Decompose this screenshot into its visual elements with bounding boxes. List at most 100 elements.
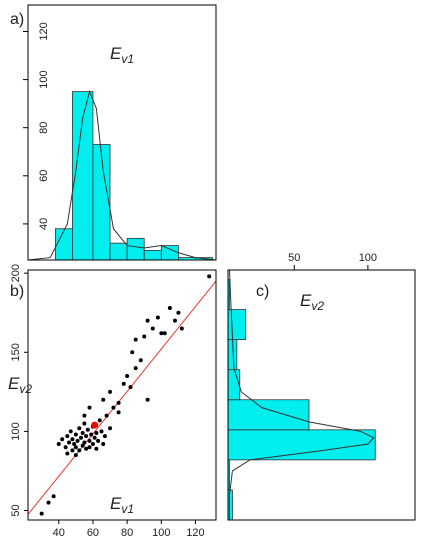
point [80,430,85,435]
label-sub: v2 [19,382,32,396]
y-tick-label: 200 [10,264,22,282]
panel-frame [27,4,217,261]
point [159,331,164,336]
point [39,511,44,516]
bar [160,245,179,261]
density-curve [27,90,217,261]
point [46,500,51,505]
point [78,435,83,440]
point [73,432,78,437]
panel-label: a) [10,11,24,28]
axis-label: Ev1 [110,44,134,66]
point [73,445,78,450]
point [128,385,133,390]
point [116,410,121,415]
point [68,429,73,434]
point [121,381,126,386]
point [75,438,80,443]
y-tick-label: 80 [38,122,50,134]
bar [143,249,162,261]
point [138,358,143,363]
point [99,429,104,434]
point [60,437,65,442]
x-tick-label: 80 [121,527,133,539]
point [82,413,87,418]
point [89,432,94,437]
point [65,434,70,439]
point [72,442,77,447]
axis-label: Ev2 [300,291,324,313]
point [65,451,70,456]
bar [54,228,73,261]
point [94,446,99,451]
point [97,418,102,423]
point [133,337,138,342]
x-tick-label: 100 [152,527,170,539]
point [150,326,155,331]
label-main: E [110,494,122,513]
point [142,334,147,339]
bar [227,369,241,401]
panel-frame [27,269,217,521]
point [77,426,82,431]
point [207,274,212,279]
x-tick-label: 100 [359,252,377,264]
bar [92,144,111,261]
point [84,446,89,451]
point [63,445,68,450]
bar [227,309,247,341]
point [133,366,138,371]
bar [109,242,128,261]
y-tick-label: 40 [38,218,50,230]
label-sub: v1 [121,502,134,516]
point [56,442,61,447]
y-tick-label: 100 [10,422,22,440]
point [73,453,78,458]
x-tick-label: 120 [186,527,204,539]
label-main: E [8,374,20,393]
fit-line [27,280,217,515]
point [179,326,184,331]
point [108,426,113,431]
label-sub: v1 [121,52,134,66]
point [176,310,181,315]
bar [227,399,310,431]
point [102,434,107,439]
point [67,440,72,445]
label-main: E [300,291,312,310]
point [70,437,75,442]
x-tick-label: 60 [87,527,99,539]
point [87,438,92,443]
y-tick-label: 100 [38,70,50,88]
point [82,421,87,426]
bar [227,429,376,461]
label-main: E [110,44,122,63]
point [51,494,56,499]
point [172,318,177,323]
point [130,350,135,355]
point [87,445,92,450]
point [145,318,150,323]
point [101,397,106,402]
point [87,405,92,410]
point [92,435,97,440]
point [162,331,167,336]
point [80,443,85,448]
highlight-point [91,421,99,429]
point [108,389,113,394]
panel-label: c) [256,283,269,300]
density-curve [228,269,375,520]
point [167,305,172,310]
point [94,430,99,435]
axis-label: Ev1 [110,494,134,516]
panel-frame [227,269,416,521]
point [82,440,87,445]
y-tick-label: 60 [38,170,50,182]
y-tick-label: 150 [10,343,22,361]
bar [227,489,233,521]
bar [126,237,145,261]
point [90,442,95,447]
point [111,405,116,410]
point [101,442,106,447]
point [155,315,160,320]
